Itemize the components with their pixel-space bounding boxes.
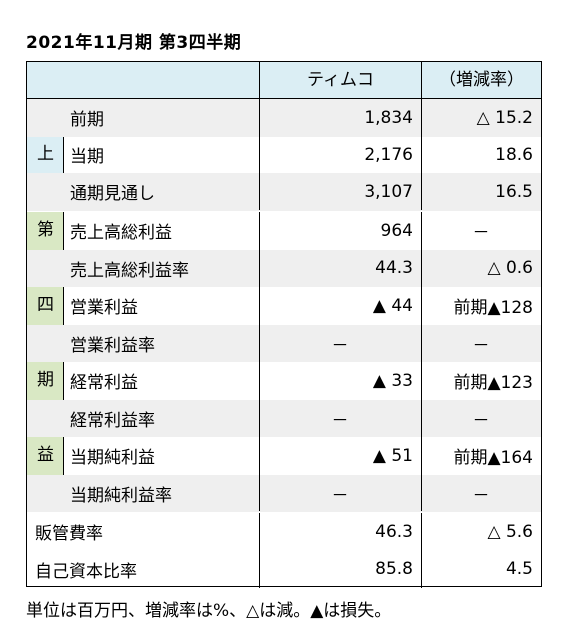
row-value: － bbox=[331, 485, 349, 506]
row-rate: － bbox=[472, 335, 490, 356]
row-value: ▲ 51 bbox=[372, 445, 413, 466]
table-row: 営業利益 ▲ 44 前期▲128 bbox=[27, 287, 541, 325]
row-rate: 18.6 bbox=[495, 144, 533, 165]
header-rate: （増減率） bbox=[421, 62, 541, 99]
financial-table: ティムコ （増減率） 売 上 高 前期 1,834 △ 15.2 当期 2,17… bbox=[26, 61, 542, 588]
row-value: ▲ 33 bbox=[372, 370, 413, 391]
row-rate: △ 15.2 bbox=[476, 107, 533, 128]
table-row: 営業利益率 － － bbox=[27, 324, 541, 362]
section-label-char: 第 bbox=[37, 220, 54, 240]
table-row: 経常利益率 － － bbox=[27, 399, 541, 437]
row-item: 営業利益率 bbox=[70, 335, 155, 356]
table-row: 当期純利益 ▲ 51 前期▲164 bbox=[27, 437, 541, 475]
table-row: 売上高総利益 964 － bbox=[27, 212, 541, 250]
header-company: ティムコ bbox=[259, 62, 421, 99]
table-row: 自己資本比率 85.8 4.5 bbox=[27, 551, 541, 589]
row-item: 当期 bbox=[70, 147, 104, 168]
row-value: 1,834 bbox=[364, 107, 413, 128]
row-item: 売上高総利益率 bbox=[70, 260, 189, 281]
row-item: 当期純利益率 bbox=[70, 485, 172, 506]
row-rate: 前期▲164 bbox=[453, 448, 533, 469]
page-title: 2021年11月期 第3四半期 bbox=[26, 33, 242, 53]
row-value: 964 bbox=[380, 220, 413, 241]
table-row: 販管費率 46.3 △ 5.6 bbox=[27, 513, 541, 551]
row-item: 営業利益 bbox=[70, 298, 138, 319]
row-rate: 前期▲123 bbox=[453, 373, 533, 394]
section-label-char: 上 bbox=[37, 144, 54, 164]
row-value: － bbox=[331, 335, 349, 356]
row-item: 販管費率 bbox=[35, 524, 103, 545]
row-rate: 16.5 bbox=[495, 181, 533, 202]
row-rate: － bbox=[472, 223, 490, 244]
row-item: 通期見通し bbox=[70, 184, 155, 205]
section-label-char: 益 bbox=[37, 445, 54, 465]
quarter-profit-section: 第 3 四 半 期 利 益 売上高総利益 964 － 売上高総利益率 44.3 … bbox=[27, 212, 541, 512]
row-value: 46.3 bbox=[375, 521, 413, 542]
row-item: 当期純利益 bbox=[70, 448, 155, 469]
row-value: － bbox=[331, 410, 349, 431]
row-value: 85.8 bbox=[375, 559, 413, 580]
row-value: ▲ 44 bbox=[372, 295, 413, 316]
row-value: 44.3 bbox=[375, 258, 413, 279]
table-row: 経常利益 ▲ 33 前期▲123 bbox=[27, 362, 541, 400]
footnote: 単位は百万円、増減率は%、△は減。▲は損失。 bbox=[26, 601, 392, 621]
row-value: 3,107 bbox=[364, 181, 413, 202]
row-rate: 4.5 bbox=[505, 559, 533, 580]
table-row: 通期見通し 3,107 16.5 bbox=[27, 173, 541, 211]
section-label-char: 期 bbox=[37, 370, 54, 390]
row-rate: 前期▲128 bbox=[453, 298, 533, 319]
row-rate: － bbox=[472, 485, 490, 506]
row-value: 2,176 bbox=[364, 144, 413, 165]
section-label-char: 四 bbox=[37, 295, 54, 315]
table-row: 前期 1,834 △ 15.2 bbox=[27, 99, 541, 137]
row-item: 売上高総利益 bbox=[70, 223, 172, 244]
table-row: 売上高総利益率 44.3 △ 0.6 bbox=[27, 249, 541, 287]
row-item: 前期 bbox=[70, 110, 104, 131]
row-rate: △ 5.6 bbox=[487, 521, 533, 542]
ratios-section: 販管費率 46.3 △ 5.6 自己資本比率 85.8 4.5 bbox=[27, 513, 541, 588]
table-header: ティムコ （増減率） bbox=[27, 62, 541, 99]
row-item: 自己資本比率 bbox=[35, 561, 137, 582]
sales-section: 売 上 高 前期 1,834 △ 15.2 当期 2,176 18.6 通期見通… bbox=[27, 99, 541, 211]
table-row: 当期 2,176 18.6 bbox=[27, 136, 541, 174]
table-row: 当期純利益率 － － bbox=[27, 474, 541, 512]
row-item: 経常利益率 bbox=[70, 410, 155, 431]
row-rate: △ 0.6 bbox=[487, 258, 533, 279]
row-item: 経常利益 bbox=[70, 373, 138, 394]
row-rate: － bbox=[472, 410, 490, 431]
